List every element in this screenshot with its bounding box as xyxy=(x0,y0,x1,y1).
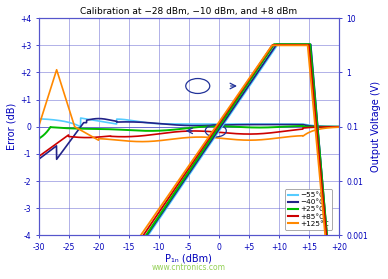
Y-axis label: Error (dB): Error (dB) xyxy=(7,103,17,150)
Legend: −55°C, −40°C, +25°C, +85°C, +125°C: −55°C, −40°C, +25°C, +85°C, +125°C xyxy=(285,189,332,230)
Y-axis label: Output Voltage (V): Output Voltage (V) xyxy=(371,81,381,172)
Text: www.cntronics.com: www.cntronics.com xyxy=(152,263,226,272)
Title: Calibration at −28 dBm, −10 dBm, and +8 dBm: Calibration at −28 dBm, −10 dBm, and +8 … xyxy=(80,7,297,16)
X-axis label: P₁ₙ (dBm): P₁ₙ (dBm) xyxy=(165,253,212,263)
